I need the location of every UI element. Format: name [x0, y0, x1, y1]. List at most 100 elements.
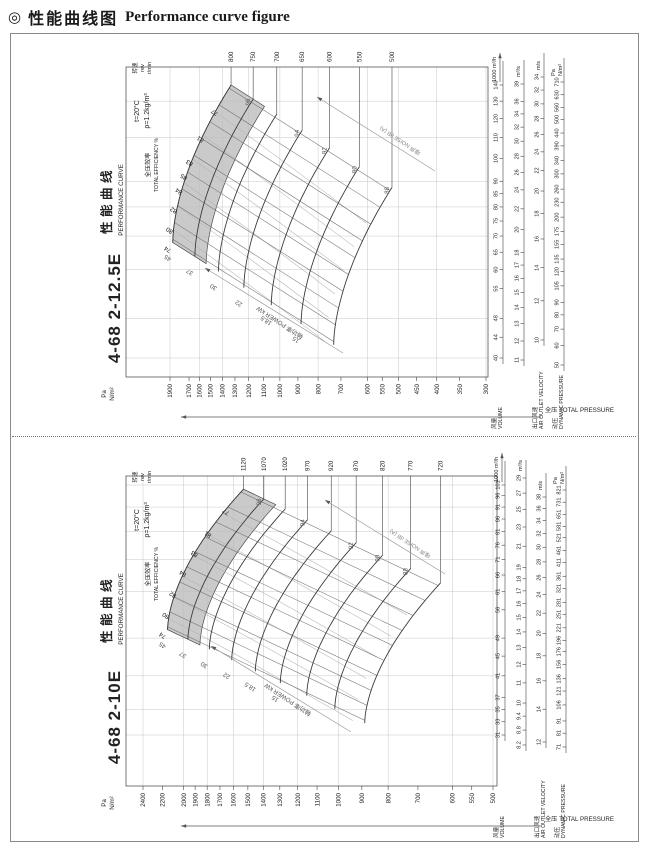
dynamic_axis-tick-label: 300 — [555, 169, 561, 178]
dynamic_axis-name-cn: 动压 — [552, 417, 559, 429]
rev-tick-label: 720 — [438, 460, 445, 471]
flow_axis-tick-label: 9.4 — [517, 712, 523, 720]
dynamic_axis-tick-label: 91 — [557, 718, 563, 724]
rev-tick-label: 770 — [408, 460, 415, 471]
velocity_axis-tick-label: 20 — [537, 630, 543, 636]
rpm-curve — [364, 582, 441, 724]
pressure-tick-label: 700 — [338, 383, 345, 394]
speed-label-en: rev — [140, 64, 146, 72]
dynamic_axis-name-cn: 动压 — [554, 826, 561, 838]
flow_axis-tick-label: 30 — [515, 138, 521, 144]
page-border — [10, 33, 639, 842]
power-axis-label: 轴功率 POWER kW — [263, 681, 313, 717]
pressure-tick-label: 1700 — [186, 383, 193, 397]
volume_axis-name-en: VOLUME — [498, 407, 504, 429]
efficiency-value: 83 — [189, 549, 199, 559]
volume_axis-tick-label: 85 — [494, 191, 500, 197]
noise-value: 88 — [384, 186, 391, 193]
volume_axis-tick-label: 76 — [496, 542, 502, 548]
volume_axis-name-cn: 风量 — [493, 826, 500, 838]
pressure-tick-label: 350 — [457, 383, 464, 394]
flow_axis-tick-label: 11 — [517, 680, 523, 686]
power-value: 30 — [208, 282, 218, 292]
volume_axis-tick-label: 31 — [496, 732, 502, 738]
system-line — [215, 521, 414, 616]
velocity_axis-unit: m/s — [538, 481, 544, 490]
performance-chart-4-68-2-12-5e: 800 750 700 650 600 550 500 1900 1700 1600 1500 140… — [99, 51, 614, 429]
volume-unit: 1000 m³/h — [494, 457, 500, 482]
flow_axis-tick-label: 28 — [515, 153, 521, 159]
flow_axis-tick-label: 8.2 — [517, 741, 523, 749]
dynamic_axis-tick-label: 321 — [557, 584, 563, 593]
flow_axis-tick-label: 18 — [517, 576, 523, 582]
dynamic_axis-tick-label: 70 — [555, 326, 561, 332]
speed-label-unit: r/min — [147, 62, 153, 74]
flow_axis-tick-label: 12 — [515, 338, 521, 344]
velocity_axis-tick-label: 24 — [537, 592, 543, 598]
dynamic_axis-tick-label: 260 — [555, 184, 561, 193]
pressure-tick-label: 550 — [469, 792, 476, 803]
dotted-separator — [12, 436, 636, 437]
dynamic_axis-tick-label: 136 — [557, 674, 563, 683]
rev-tick-label: 870 — [353, 460, 360, 471]
dynamic_axis-tick-label: 731 — [557, 498, 563, 507]
noise-value: 96 — [256, 498, 263, 505]
dynamic_axis-tick-label: 500 — [555, 115, 561, 124]
curve-title-en: PERFORMANCE CURVE — [118, 573, 125, 644]
velocity_axis-tick-label: 34 — [537, 518, 543, 524]
pressure-tick-label: 1200 — [295, 792, 302, 806]
power-value: 30 — [199, 660, 209, 670]
dynamic_axis-unit-nm2: N/m² — [558, 64, 564, 76]
curve-title-cn: 性能曲线 — [99, 166, 114, 235]
flow_axis-tick-label: 18 — [515, 249, 521, 255]
rpm-curve — [243, 129, 303, 288]
volume_axis-tick-label: 100 — [494, 154, 500, 163]
efficiency-contour — [215, 111, 367, 224]
system-line — [240, 491, 439, 586]
pressure-tick-label: 1500 — [245, 792, 252, 806]
dynamic_axis-tick-label: 71 — [557, 744, 563, 750]
speed-label-cn: 转速 — [131, 62, 139, 74]
velocity_axis-unit: m/s — [536, 61, 542, 70]
pressure-unit-pa: Pa — [101, 390, 108, 398]
flow_axis-unit: m³/s — [518, 460, 524, 471]
condition-temperature: t=20°C — [133, 100, 141, 122]
dynamic_axis-name-en: DYNAMIC PRESSURE — [561, 784, 567, 838]
dynamic_axis-tick-label: 821 — [557, 485, 563, 494]
rpm-curve — [306, 554, 383, 696]
volume_axis-tick-label: 120 — [494, 114, 500, 123]
speed-label-en: rev — [140, 473, 146, 481]
rev-tick-label: 1020 — [282, 457, 289, 471]
flow_axis-tick-label: 34 — [515, 111, 521, 117]
volume-unit: 1000 m³/h — [492, 57, 498, 82]
efficiency-header-cn: 全压效率 — [144, 153, 152, 178]
system-line — [187, 171, 349, 275]
efficiency-value: 83 — [184, 157, 194, 167]
velocity_axis-name-cn: 出口风速 — [531, 406, 539, 429]
dynamic_axis-tick-label: 521 — [557, 533, 563, 542]
curve-title-cn: 性能曲线 — [99, 575, 114, 644]
flow_axis-tick-label: 23 — [517, 524, 523, 530]
noise-value: 94 — [294, 129, 301, 136]
dynamic_axis-tick-label: 90 — [555, 299, 561, 305]
pressure-tick-label: 700 — [415, 792, 422, 803]
velocity_axis-tick-label: 34 — [535, 74, 541, 80]
pressure-unit-nm2: N/m² — [109, 796, 116, 809]
page-title: ◎ 性能曲线图 Performance curve figure — [8, 5, 290, 29]
flow_axis-tick-label: 15 — [517, 614, 523, 620]
volume_axis-tick-label: 33 — [496, 719, 502, 725]
dynamic_axis-tick-label: 581 — [557, 522, 563, 531]
pressure-tick-label: 1300 — [277, 792, 284, 806]
pressure-tick-label: 1500 — [208, 383, 215, 397]
flow_axis-tick-label: 39 — [515, 81, 521, 87]
system-line — [209, 121, 371, 225]
dynamic_axis-tick-label: 390 — [555, 141, 561, 150]
dynamic_axis-unit-pa: Pa — [553, 476, 559, 484]
dynamic_axis-tick-label: 105 — [555, 281, 561, 290]
plot-border — [125, 475, 498, 787]
efficiency-contour — [183, 182, 336, 295]
pressure-tick-label: 1800 — [204, 792, 211, 806]
dynamic_axis-tick-label: 251 — [557, 610, 563, 619]
rpm-curve — [334, 568, 412, 709]
